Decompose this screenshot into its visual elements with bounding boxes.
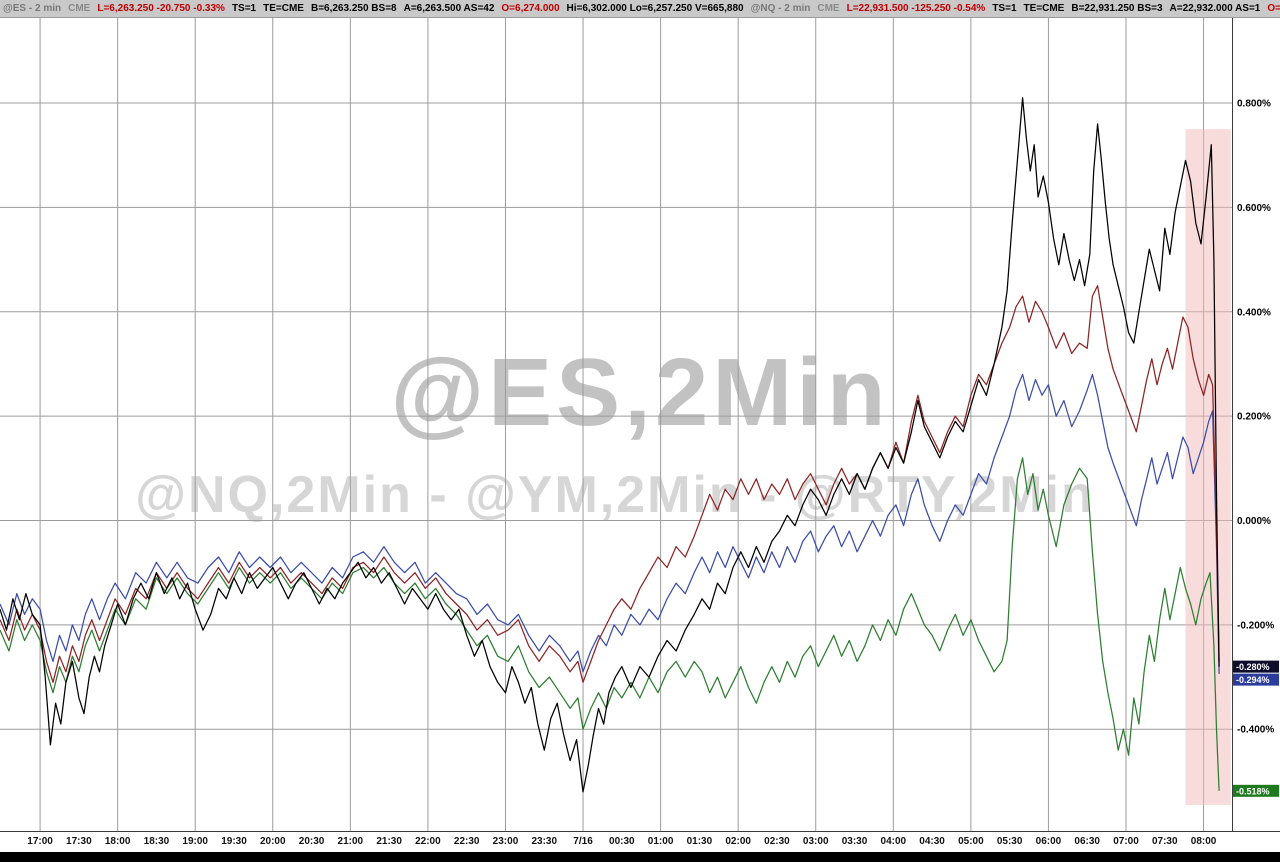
bottom-bar	[0, 852, 1280, 862]
y-axis-label: 0.800%	[1237, 99, 1271, 110]
y-axis-label: 0.600%	[1237, 203, 1271, 214]
y-axis-label: 0.200%	[1237, 412, 1271, 423]
time-label: 19:00	[182, 836, 208, 847]
time-label: 06:00	[1035, 836, 1062, 847]
quote-segment: Hi=6,302.000 Lo=6,257.250 V=665,880	[566, 3, 744, 14]
time-label: 07:00	[1113, 836, 1139, 847]
price-tag-label: -0.518%	[1236, 786, 1270, 796]
y-axis-label: -0.200%	[1237, 620, 1274, 631]
series-line-blue[interactable]	[0, 373, 1220, 674]
quote-segment: A=6,263.500 AS=42	[403, 3, 495, 14]
time-label: 22:00	[415, 836, 441, 847]
session-highlight-band	[1185, 129, 1231, 805]
quote-segment: O=6,274.000	[501, 3, 560, 14]
quote-segment: @NQ - 2 min	[750, 3, 811, 14]
quote-segment: TE=CME	[263, 3, 304, 14]
quote-segment: L=22,931.500 -125.250 -0.54%	[846, 3, 986, 14]
time-label: 21:00	[337, 836, 364, 847]
y-axis-label: 0.000%	[1237, 516, 1271, 527]
time-label: 20:30	[298, 836, 325, 847]
time-label: 08:00	[1190, 836, 1217, 847]
time-label: 02:30	[764, 836, 790, 847]
chart-area[interactable]: @ES,2Min @NQ,2Min - @YM,2Min - @RTY,2Min 0…	[0, 18, 1280, 832]
time-label: 19:30	[221, 836, 247, 847]
time-label: 05:00	[958, 836, 984, 847]
quote-bar: @ES - 2 min CME L=6,263.250 -20.750 -0.33%…	[0, 0, 1280, 18]
time-label: 17:00	[27, 836, 53, 847]
price-chart-svg[interactable]: @ES,2Min @NQ,2Min - @YM,2Min - @RTY,2Min 0…	[0, 18, 1280, 831]
time-label: 04:00	[880, 836, 907, 847]
series-line-black[interactable]	[0, 97, 1220, 793]
price-tag	[1233, 784, 1279, 797]
quote-segment: B=22,931.250 BS=3	[1071, 3, 1163, 14]
time-label: 20:00	[259, 836, 286, 847]
price-tag	[1233, 673, 1279, 686]
y-axis-label: -0.400%	[1237, 725, 1274, 736]
quote-segment: O=23,...	[1267, 3, 1280, 14]
quote-segment: TS=1	[231, 3, 257, 14]
quote-segment: TS=1	[992, 3, 1017, 14]
time-axis[interactable]: 17:00 17:30 18:00 18:30 19:00 19:30 20:00 20:30…	[0, 832, 1280, 852]
time-label: 03:30	[841, 836, 868, 847]
watermark-symbol-primary: @ES,2Min	[390, 339, 889, 446]
quote-segment: CME	[68, 3, 91, 14]
quote-segment: CME	[817, 3, 840, 14]
time-label: 00:30	[609, 836, 635, 847]
series-line-dark-red[interactable]	[0, 285, 1220, 683]
y-axis-label: 0.400%	[1237, 307, 1271, 318]
time-label: 03:00	[802, 836, 829, 847]
time-label: 06:30	[1074, 836, 1100, 847]
time-label: 23:00	[492, 836, 519, 847]
time-label: 18:30	[143, 836, 170, 847]
price-tag	[1233, 660, 1279, 673]
quote-segment: @ES - 2 min	[3, 3, 62, 14]
time-label: 23:30	[531, 836, 558, 847]
time-label: 01:30	[686, 836, 713, 847]
quote-segment: B=6,263.250 BS=8	[310, 3, 397, 14]
price-tag-label: -0.280%	[1236, 662, 1270, 672]
time-label: 05:30	[996, 836, 1023, 847]
time-label: 18:00	[104, 836, 131, 847]
quote-segment: TE=CME	[1023, 3, 1065, 14]
time-label: 21:30	[376, 836, 402, 847]
time-label: 04:30	[919, 836, 945, 847]
time-label: 7/16	[573, 836, 593, 847]
time-label: 02:00	[725, 836, 751, 847]
time-label: 07:30	[1151, 836, 1178, 847]
time-label: 17:30	[66, 836, 92, 847]
watermark-symbols-secondary: @NQ,2Min - @YM,2Min - @RTY,2Min	[135, 466, 1094, 524]
quote-segment: A=22,932.000 AS=1	[1169, 3, 1261, 14]
time-label: 01:00	[647, 836, 674, 847]
quote-segment: L=6,263.250 -20.750 -0.33%	[97, 3, 225, 14]
time-label: 22:30	[453, 836, 480, 847]
series-line-green[interactable]	[0, 457, 1220, 791]
price-tag-label: -0.294%	[1236, 675, 1270, 685]
